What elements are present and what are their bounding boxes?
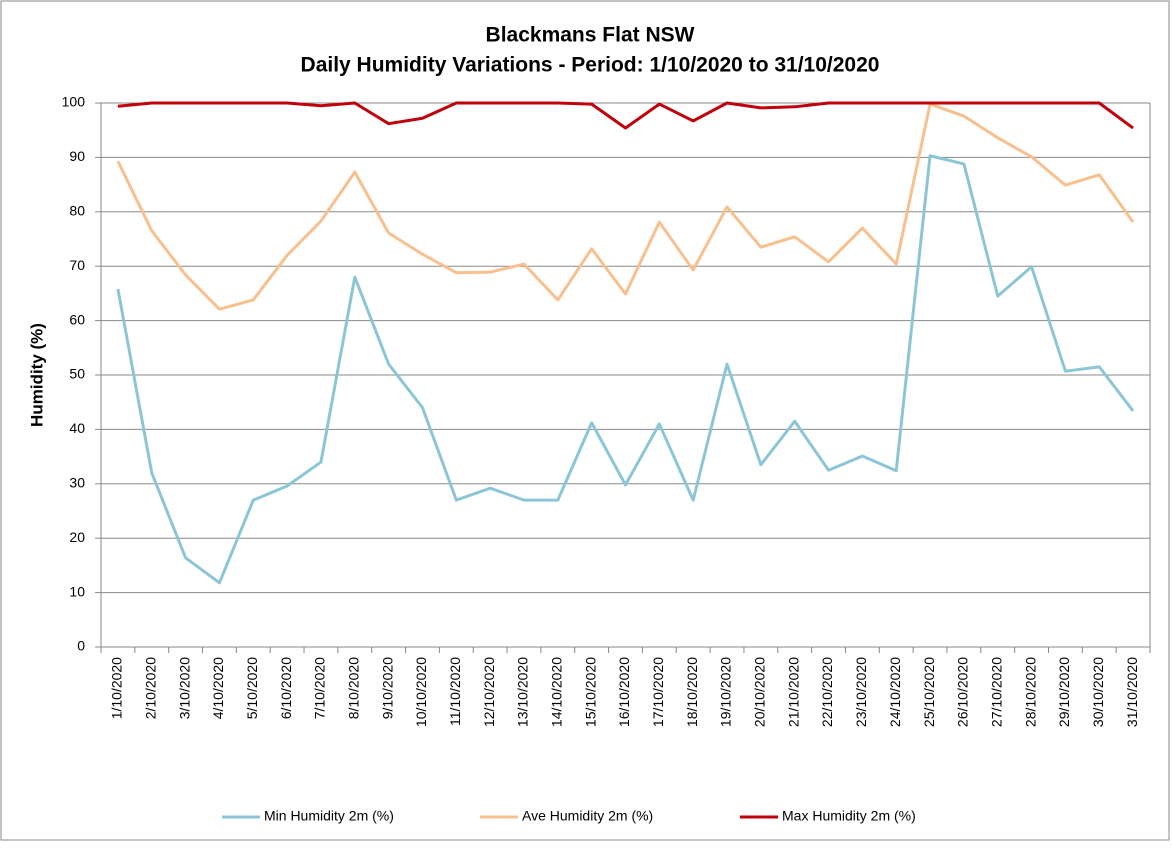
x-tick-label: 7/10/2020 xyxy=(312,657,328,719)
legend-label: Max Humidity 2m (%) xyxy=(782,808,916,824)
x-tick-label: 25/10/2020 xyxy=(921,657,937,727)
y-tick-label: 0 xyxy=(77,638,85,654)
legend-label: Ave Humidity 2m (%) xyxy=(522,808,653,824)
y-tick-label: 50 xyxy=(69,366,85,382)
x-tick-label: 10/10/2020 xyxy=(413,657,429,727)
y-tick-label: 100 xyxy=(62,94,86,110)
x-tick-label: 1/10/2020 xyxy=(109,657,125,719)
x-tick-label: 15/10/2020 xyxy=(582,657,598,727)
y-tick-label: 20 xyxy=(69,529,85,545)
x-tick-label: 28/10/2020 xyxy=(1022,657,1038,727)
x-tick-label: 29/10/2020 xyxy=(1056,657,1072,727)
x-tick-label: 3/10/2020 xyxy=(176,657,192,719)
y-tick-label: 60 xyxy=(69,311,85,327)
legend-label: Min Humidity 2m (%) xyxy=(264,808,394,824)
x-tick-label: 4/10/2020 xyxy=(210,657,226,719)
x-tick-label: 18/10/2020 xyxy=(684,657,700,727)
x-tick-label: 27/10/2020 xyxy=(988,657,1004,727)
series-line xyxy=(117,101,1134,130)
y-tick-label: 30 xyxy=(69,475,85,491)
y-tick-label: 90 xyxy=(69,148,85,164)
x-tick-label: 6/10/2020 xyxy=(278,657,294,719)
y-tick-label: 80 xyxy=(69,203,85,219)
x-tick-label: 14/10/2020 xyxy=(549,657,565,727)
y-axis-label: Humidity (%) xyxy=(27,323,46,427)
x-tick-label: 22/10/2020 xyxy=(819,657,835,727)
x-tick-label: 8/10/2020 xyxy=(345,657,361,719)
x-tick-label: 12/10/2020 xyxy=(481,657,497,727)
x-tick-label: 31/10/2020 xyxy=(1124,657,1140,727)
x-tick-label: 19/10/2020 xyxy=(718,657,734,727)
x-tick-label: 17/10/2020 xyxy=(650,657,666,727)
x-tick-label: 20/10/2020 xyxy=(752,657,768,727)
chart-title: Blackmans Flat NSW xyxy=(486,24,695,47)
y-tick-label: 10 xyxy=(69,583,85,599)
chart-subtitle: Daily Humidity Variations - Period: 1/10… xyxy=(301,54,880,77)
series-line xyxy=(116,102,1135,311)
x-tick-label: 26/10/2020 xyxy=(955,657,971,727)
x-tick-label: 24/10/2020 xyxy=(887,657,903,727)
x-tick-label: 5/10/2020 xyxy=(244,657,260,719)
x-tick-label: 30/10/2020 xyxy=(1090,657,1106,727)
y-tick-label: 40 xyxy=(69,420,85,436)
x-tick-label: 9/10/2020 xyxy=(379,657,395,719)
y-tick-label: 70 xyxy=(69,257,85,273)
x-tick-label: 11/10/2020 xyxy=(447,657,463,726)
series-line xyxy=(116,154,1135,585)
x-tick-label: 21/10/2020 xyxy=(785,657,801,727)
x-tick-label: 13/10/2020 xyxy=(515,657,531,727)
x-tick-label: 2/10/2020 xyxy=(142,657,158,719)
x-tick-label: 23/10/2020 xyxy=(853,657,869,727)
x-tick-label: 16/10/2020 xyxy=(616,657,632,727)
